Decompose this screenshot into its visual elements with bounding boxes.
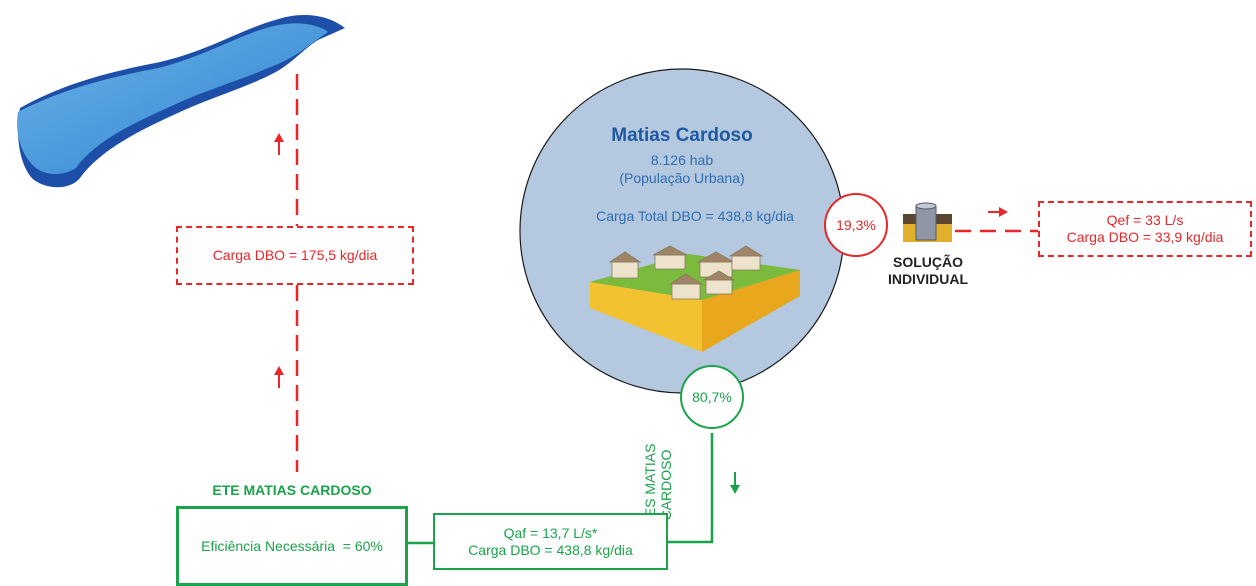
individual-flow: Qef = 33 L/s (1107, 212, 1184, 229)
ete-box: Eficiência Necessária = 60% (176, 506, 408, 586)
collective-load: Carga DBO = 438,8 kg/dia (468, 542, 633, 559)
river-load-box: Carga DBO = 175,5 kg/dia (176, 226, 414, 285)
river-load-text: Carga DBO = 175,5 kg/dia (213, 247, 378, 264)
city-total-load: Carga Total DBO = 438,8 kg/dia (570, 208, 820, 224)
collective-flow-box: Qaf = 13,7 L/s* Carga DBO = 438,8 kg/dia (433, 513, 668, 570)
ete-efficiency: Eficiência Necessária = 60% (201, 538, 383, 555)
flow-arrow-down (730, 472, 740, 494)
city-population: 8.126 hab (610, 152, 754, 168)
collective-percent-badge: 80,7% (680, 365, 744, 429)
individual-percent-badge: 19,3% (824, 193, 888, 257)
individual-label-line2: INDIVIDUAL (880, 271, 976, 287)
individual-load: Carga DBO = 33,9 kg/dia (1067, 229, 1224, 246)
collective-flow: Qaf = 13,7 L/s* (504, 525, 598, 542)
city-population-note: (População Urbana) (590, 170, 774, 186)
flow-arrow-right (988, 207, 1008, 217)
individual-output-box: Qef = 33 L/s Carga DBO = 33,9 kg/dia (1038, 201, 1252, 257)
flow-arrow-up-2 (274, 366, 284, 388)
individual-percent-text: 19,3% (836, 217, 876, 233)
city-circle (520, 69, 844, 393)
flow-arrow-up-1 (274, 133, 284, 155)
individual-label-line1: SOLUÇÃO (880, 254, 976, 270)
septic-tank-illustration (903, 203, 952, 242)
city-name: Matias Cardoso (610, 125, 754, 147)
ete-title: ETE MATIAS CARDOSO (176, 482, 408, 498)
collective-percent-text: 80,7% (692, 389, 732, 405)
